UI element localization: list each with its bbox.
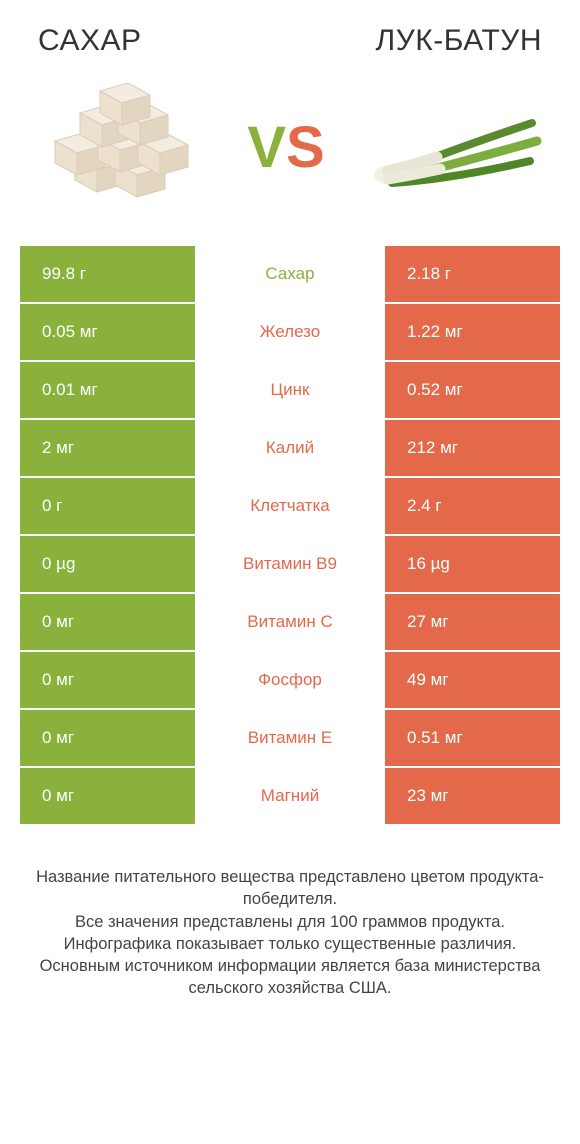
value-left: 0 µg [20,536,195,592]
table-row: 0.01 мгЦинк0.52 мг [20,362,560,420]
table-row: 0 µgВитамин B916 µg [20,536,560,594]
nutrient-label: Витамин C [195,594,385,650]
nutrient-label: Магний [195,768,385,824]
footnote-line: Основным источником информации является … [30,955,550,1000]
table-row: 0 мгВитамин E0.51 мг [20,710,560,768]
nutrient-label: Витамин E [195,710,385,766]
comparison-table: 99.8 гСахар2.18 г0.05 мгЖелезо1.22 мг0.0… [20,246,560,826]
value-right: 1.22 мг [385,304,560,360]
sugar-image [20,83,220,213]
value-left: 0 мг [20,710,195,766]
footnote-line: Все значения представлены для 100 граммо… [30,911,550,933]
nutrient-label: Цинк [195,362,385,418]
value-left: 0.05 мг [20,304,195,360]
table-row: 2 мгКалий212 мг [20,420,560,478]
title-left: САХАР [38,24,142,58]
table-row: 0 мгВитамин C27 мг [20,594,560,652]
nutrient-label: Клетчатка [195,478,385,534]
value-left: 0.01 мг [20,362,195,418]
value-left: 99.8 г [20,246,195,302]
footnote: Название питательного вещества представл… [20,826,560,1000]
header: САХАР ЛУК-БАТУН [20,24,560,86]
vs-s: S [286,115,325,180]
vs-v: V [247,115,286,180]
value-left: 0 мг [20,652,195,708]
value-left: 0 мг [20,768,195,824]
value-right: 27 мг [385,594,560,650]
value-right: 49 мг [385,652,560,708]
footnote-line: Инфографика показывает только существенн… [30,933,550,955]
nutrient-label: Фосфор [195,652,385,708]
value-left: 2 мг [20,420,195,476]
value-right: 2.18 г [385,246,560,302]
comparison-infographic: САХАР ЛУК-БАТУН VS [0,0,580,1144]
footnote-line: Название питательного вещества представл… [30,866,550,911]
vs-row: VS [20,86,560,246]
value-left: 0 г [20,478,195,534]
table-row: 0.05 мгЖелезо1.22 мг [20,304,560,362]
table-row: 99.8 гСахар2.18 г [20,246,560,304]
value-right: 0.52 мг [385,362,560,418]
onion-image [352,83,552,213]
value-right: 2.4 г [385,478,560,534]
nutrient-label: Витамин B9 [195,536,385,592]
table-row: 0 мгМагний23 мг [20,768,560,826]
title-right: ЛУК-БАТУН [376,24,542,58]
vs-label: VS [247,119,324,177]
nutrient-label: Сахар [195,246,385,302]
nutrient-label: Железо [195,304,385,360]
value-right: 23 мг [385,768,560,824]
value-right: 212 мг [385,420,560,476]
nutrient-label: Калий [195,420,385,476]
value-right: 16 µg [385,536,560,592]
value-left: 0 мг [20,594,195,650]
value-right: 0.51 мг [385,710,560,766]
table-row: 0 гКлетчатка2.4 г [20,478,560,536]
table-row: 0 мгФосфор49 мг [20,652,560,710]
